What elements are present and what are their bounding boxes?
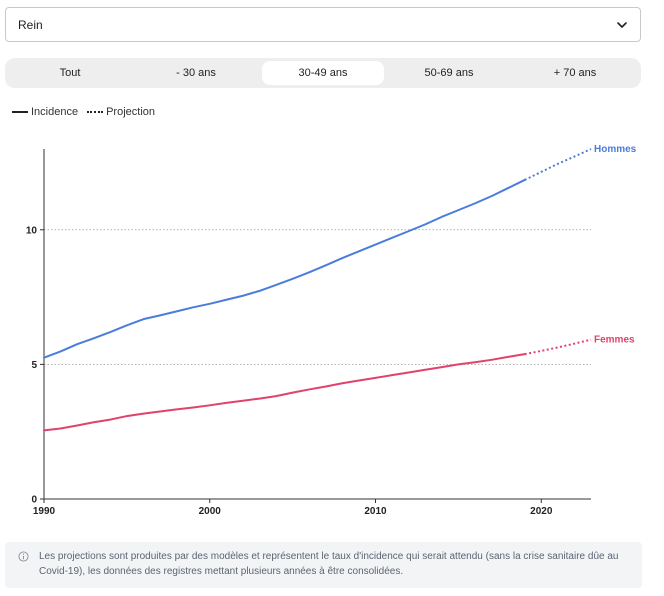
projection-line-hommes xyxy=(524,148,592,181)
tab-30-49[interactable]: 30-49 ans xyxy=(262,61,384,85)
age-group-tabs: Tout - 30 ans 30-49 ans 50-69 ans + 70 a… xyxy=(5,58,641,88)
series-label-femmes: Femmes xyxy=(594,335,635,346)
note-text: Les projections sont produites par des m… xyxy=(39,551,619,577)
x-tick-label: 2020 xyxy=(530,506,553,517)
tab-label: Tout xyxy=(59,67,81,79)
y-tick-label: 0 xyxy=(31,495,37,506)
tab-label: 30-49 ans xyxy=(298,67,348,79)
dotted-line-swatch xyxy=(87,111,104,113)
legend-incidence: Incidence xyxy=(12,106,78,118)
series-line-hommes xyxy=(43,178,526,359)
projection-line-femmes xyxy=(524,338,592,356)
legend-projection-label: Projection xyxy=(106,106,156,118)
tab-over-70[interactable]: + 70 ans xyxy=(514,61,636,85)
legend-incidence-label: Incidence xyxy=(31,106,79,118)
series-line-femmes xyxy=(43,353,526,432)
tab-under-30[interactable]: - 30 ans xyxy=(135,61,257,85)
solid-line-swatch xyxy=(12,111,28,113)
x-tick-label: 2000 xyxy=(199,506,222,517)
tab-label: 50-69 ans xyxy=(424,67,474,79)
cancer-type-value: Rein xyxy=(18,17,43,32)
incidence-line-chart: 0 5 10 1990 2000 2010 2020 Hommes Femmes xyxy=(26,144,637,517)
legend-projection: Projection xyxy=(87,106,155,118)
y-tick-label: 10 xyxy=(26,225,38,236)
x-tick-label: 1990 xyxy=(33,506,56,517)
y-tick-label: 5 xyxy=(31,360,37,371)
chart-legend: Incidence Projection xyxy=(12,104,164,120)
tab-label: - 30 ans xyxy=(176,67,216,79)
x-tick-label: 2010 xyxy=(364,506,387,517)
tab-50-69[interactable]: 50-69 ans xyxy=(388,61,510,85)
series-label-hommes: Hommes xyxy=(594,144,637,155)
chevron-down-icon xyxy=(617,21,627,28)
tab-tout[interactable]: Tout xyxy=(9,61,131,85)
info-icon xyxy=(18,551,29,562)
tab-label: + 70 ans xyxy=(553,67,597,79)
projection-note: Les projections sont produites par des m… xyxy=(5,542,642,588)
cancer-type-select[interactable]: Rein xyxy=(5,7,641,42)
